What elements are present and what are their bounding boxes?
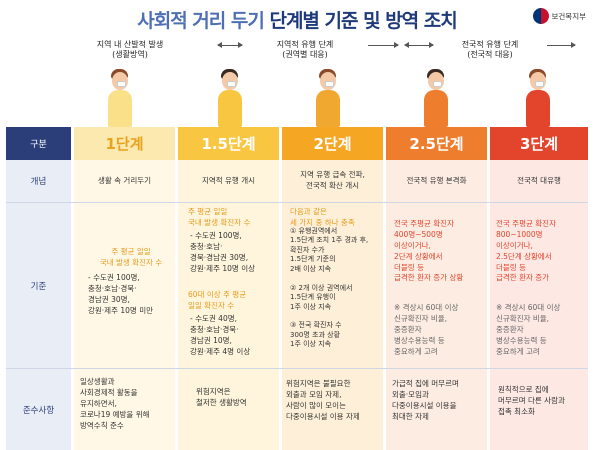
col-bg-lvl25 <box>386 160 487 450</box>
row-label-concept: 개념 <box>6 160 71 202</box>
criteria-lvl25-note: ※ 격상시 60대 이상 신규확진자 비율, 중증환자 병상수용능력 등 중요하… <box>394 303 459 356</box>
col-bg-lvl1 <box>74 160 175 450</box>
criteria-lvl2-items: ① 유행권역에서 1.5단계 조치 1주 경과 후, 확진자 수가 1.5단계 … <box>290 227 369 349</box>
criteria-lvl3-note: ※ 격상시 60대 이상 신규확진자 비율, 중증환자 병상수용능력 등 중요하… <box>496 303 561 356</box>
criteria-lvl15-head1: 주 평균 일일 국내 발생 확진자 수 <box>188 207 251 227</box>
phase-national-line1: 전국적 유행 단계 <box>461 40 519 49</box>
compliance-cell-lvl1: 일상생활과 사회경제적 활동을 유지하면서, 코로나19 예방을 위해 방역수칙… <box>80 377 150 430</box>
col-bg-lvl15 <box>178 160 279 450</box>
compliance-cell-lvl15: 위험지역은 철저한 생활방역 <box>196 387 247 407</box>
header-level-1: 1단계 <box>74 127 175 160</box>
criteria-lvl3-head: 전국 주평균 확진자 800~1000명 이상이거나, 2.5단계 상황에서 더… <box>496 219 556 283</box>
row-label-compliance: 준수사항 <box>6 369 71 450</box>
row-divider <box>6 202 588 203</box>
concept-cell-lvl2: 지역 유행 급속 전파, 전국적 확산 개시 <box>300 170 365 190</box>
ministry-logo: 보건복지부 <box>532 8 587 24</box>
criteria-lvl15-head2: 60대 이상 주 평균 일일 확진자 수 <box>188 290 247 310</box>
header-row-label: 구분 <box>6 127 71 160</box>
phase-local-line1: 지역 내 산발적 발생 <box>96 40 164 49</box>
phase-label-national: 전국적 유행 단계 (전국적 대응) <box>435 40 545 61</box>
compliance-cell-lvl3: 원칙적으로 집에 머무르며 다른 사람과 접촉 최소화 <box>498 385 565 416</box>
row-label-criteria: 기준 <box>6 203 71 368</box>
title-part2: 단계별 기준 및 방역 조치 <box>269 10 457 32</box>
criteria-lvl25-head: 전국 주평균 확진자 400명~500명 이상이거나, 2단계 상황에서 더블링… <box>394 219 464 283</box>
criteria-lvl15-items1: - 수도권 100명, 충청·호남· 경북·경남권 30명, 강원·제주 10명… <box>190 231 255 273</box>
ministry-name: 보건복지부 <box>551 11 587 21</box>
header-level-3: 3단계 <box>490 127 588 160</box>
concept-cell-lvl15: 지역적 유행 개시 <box>201 175 256 185</box>
page-title: 사회적 거리 두기 단계별 기준 및 방역 조치 <box>0 6 594 33</box>
phase-label-regional: 지역적 유행 단계 (권역별 대응) <box>245 40 365 61</box>
col-bg-lvl2 <box>282 160 383 450</box>
title-part1: 사회적 거리 두기 <box>137 10 265 32</box>
phase-local-line2: (생활방역) <box>112 50 148 60</box>
concept-cell-lvl3: 전국적 대유행 <box>517 175 561 185</box>
compliance-cell-lvl2: 위험지역은 불필요한 외출과 모임 자제, 사람이 많이 모이는 다중이용시설 … <box>286 379 360 421</box>
phase-label-local: 지역 내 산발적 발생 (생활방역) <box>75 40 185 61</box>
criteria-lvl2-head: 다음과 같은 세 가지 중 하나 충족 <box>290 207 355 227</box>
level-table: 구분 1단계 1.5단계 2단계 2.5단계 3단계 개념 기준 준수사항 생활… <box>6 127 588 450</box>
header-level-1-5: 1.5단계 <box>178 127 279 160</box>
header-level-2: 2단계 <box>282 127 383 160</box>
arrow-left-regional <box>217 42 243 48</box>
taegeuk-icon <box>532 8 549 24</box>
criteria-lvl15-items2: - 수도권 40명, 충청·호남·경북· 경남권 10명, 강원·제주 4명 이… <box>190 314 251 356</box>
arrow-right-regional <box>368 42 399 48</box>
phase-regional-line1: 지역적 유행 단계 <box>276 40 334 49</box>
phase-regional-line2: (권역별 대응) <box>282 50 328 60</box>
header-level-2-5: 2.5단계 <box>386 127 487 160</box>
compliance-cell-lvl25: 가급적 집에 머무르며 외출·모임과 다중이용시설 이용을 최대한 자제 <box>392 379 459 421</box>
row-divider <box>6 368 588 369</box>
phase-national-line2: (전국적 대응) <box>467 50 513 60</box>
criteria-lvl1-head: 주 평균 일일 국내 발생 확진자 수 <box>99 247 163 267</box>
arrow-left-national <box>404 42 434 48</box>
concept-cell-lvl25: 전국적 유행 본격화 <box>406 175 467 185</box>
arrow-right-national <box>547 42 576 48</box>
col-bg-lvl3 <box>490 160 588 450</box>
criteria-lvl1-items: - 수도권 100명, 충청·호남·경북· 경남권 30명, 강원·제주 10명… <box>88 273 153 315</box>
concept-cell-lvl1: 생활 속 거리두기 <box>97 175 152 185</box>
